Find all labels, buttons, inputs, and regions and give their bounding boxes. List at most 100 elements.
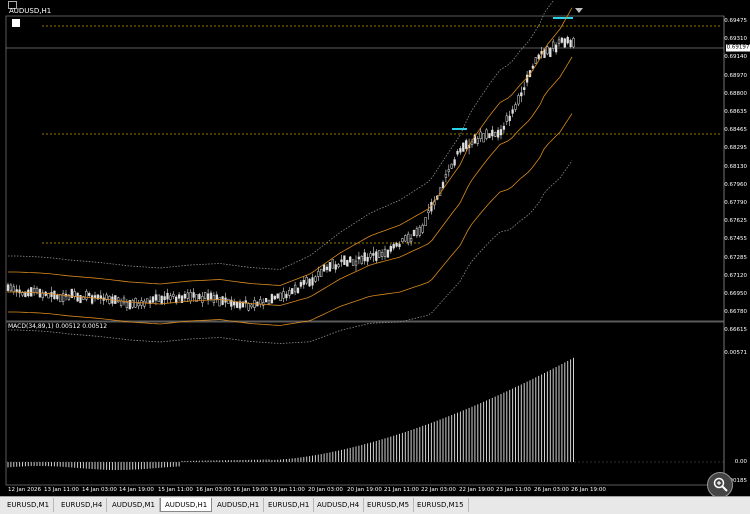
chart-tab[interactable]: EURUSD,M5: [363, 498, 415, 512]
candle-body: [192, 292, 195, 298]
macd-histogram-bar: [196, 460, 197, 462]
candle-body: [566, 36, 569, 44]
macd-histogram-bar: [225, 460, 226, 462]
macd-histogram-bar: [364, 444, 366, 462]
macd-histogram-bar: [387, 437, 389, 462]
macd-histogram-bar: [500, 393, 502, 462]
macd-histogram-bar: [329, 452, 331, 462]
chart-tab[interactable]: EURUSD,H1: [264, 498, 315, 512]
candle-body: [273, 295, 276, 300]
candle-body: [119, 300, 123, 306]
macd-histogram-bar: [314, 455, 316, 462]
macd-histogram-bar: [97, 462, 99, 470]
candle-body: [375, 251, 378, 261]
macd-histogram-bar: [167, 462, 168, 468]
candle-body: [279, 292, 282, 301]
macd-histogram-bar: [317, 454, 319, 462]
macd-histogram-bar: [439, 419, 441, 462]
macd-histogram-bar: [520, 384, 522, 462]
macd-histogram-bar: [309, 456, 311, 462]
macd-histogram-bar: [358, 445, 360, 462]
candle-body: [267, 299, 271, 305]
price-scale-label: 0.67455: [724, 236, 747, 243]
candle-body: [494, 132, 497, 137]
candle-body: [389, 245, 392, 252]
chart-tab[interactable]: AUDUSD,M1: [108, 498, 160, 512]
macd-histogram-bar: [320, 454, 322, 462]
macd-histogram-bar: [480, 403, 482, 462]
candle-body: [311, 277, 314, 286]
macd-histogram-bar: [7, 462, 9, 468]
macd-histogram-bar: [538, 375, 540, 462]
macd-histogram-bar: [349, 447, 351, 462]
chart-tab[interactable]: EURUSD,M15: [413, 498, 469, 512]
macd-histogram-bar: [396, 434, 398, 462]
candle-body: [404, 235, 407, 242]
candle-body: [270, 294, 274, 304]
macd-histogram-bar: [239, 460, 241, 462]
candle-body: [441, 181, 445, 189]
macd-scale-zero: 0.00: [734, 459, 747, 465]
price-scale-label: 0.67960: [724, 181, 747, 188]
macd-histogram-bar: [140, 462, 142, 470]
candle-body: [520, 92, 523, 97]
one-click-trading-toggle[interactable]: [12, 19, 20, 27]
macd-histogram-bar: [158, 462, 160, 468]
macd-histogram-bar: [413, 429, 415, 462]
macd-histogram-bar: [24, 462, 26, 467]
price-chart[interactable]: [0, 0, 750, 496]
macd-histogram-bar: [161, 462, 163, 468]
macd-histogram-bar: [120, 462, 122, 470]
candle-body: [230, 299, 233, 307]
zoom-button[interactable]: [707, 472, 733, 498]
macd-histogram-bar: [30, 462, 32, 467]
chart-window[interactable]: AUDUSD,H1 MACD(34,89,1) 0.00512 0.00512 …: [0, 0, 750, 498]
candle-body: [572, 38, 575, 48]
chart-tab[interactable]: EURUSD,M1: [3, 498, 55, 512]
macd-histogram-bar: [233, 460, 235, 462]
macd-histogram-bar: [488, 399, 490, 462]
macd-histogram-bar: [227, 460, 229, 462]
macd-histogram-bar: [410, 429, 412, 462]
candle-body: [53, 290, 56, 300]
macd-histogram-bar: [198, 460, 200, 462]
macd-histogram-bar: [85, 462, 87, 469]
price-scale-label: 0.67625: [724, 218, 747, 225]
candle-body: [537, 54, 540, 59]
candle-body: [96, 294, 100, 300]
candle-body: [221, 296, 224, 305]
chart-tab[interactable]: AUDUSD,H1: [213, 498, 265, 512]
chart-tab[interactable]: EURUSD,H4: [57, 498, 108, 512]
candle-body: [143, 300, 146, 307]
macd-histogram-bar: [204, 460, 206, 462]
macd-histogram-bar: [323, 453, 325, 462]
candle-body: [6, 284, 10, 291]
macd-histogram-bar: [491, 397, 493, 462]
macd-histogram-bar: [494, 396, 496, 462]
candle-body: [340, 259, 343, 263]
macd-histogram-bar: [529, 380, 531, 462]
candle-body: [369, 253, 372, 258]
chart-tab-bar: EURUSD,M1 EURUSD,H4 AUDUSD,M1 AUDUSD,H1 AUDU…: [0, 496, 750, 514]
candle-body: [9, 284, 13, 291]
candle-body: [32, 288, 36, 293]
chart-tab[interactable]: AUDUSD,H1: [160, 498, 213, 512]
time-scale-label: 16 Jan 03:00: [196, 487, 231, 493]
macd-histogram-bar: [544, 372, 545, 462]
candle-body: [473, 134, 477, 144]
macd-histogram-bar: [390, 436, 392, 462]
price-scale-label: 0.68295: [724, 145, 747, 152]
chart-tab[interactable]: AUDUSD,H4: [313, 498, 365, 512]
zoom-in-icon: [713, 477, 728, 492]
macd-histogram-bar: [135, 462, 137, 470]
candle-body: [183, 294, 187, 299]
candle-body: [50, 292, 53, 297]
upper-band-line: [8, 7, 573, 286]
candle-body: [24, 291, 27, 298]
candle-body: [30, 287, 33, 297]
candle-body: [496, 129, 500, 138]
macd-histogram-bar: [288, 458, 290, 462]
macd-histogram-bar: [36, 462, 38, 467]
macd-histogram-bar: [422, 425, 424, 462]
candle-body: [334, 264, 337, 270]
